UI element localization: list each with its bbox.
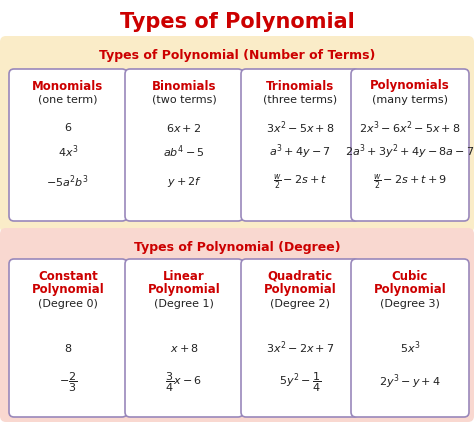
Text: $4x^3$: $4x^3$	[58, 144, 78, 160]
Text: Trinomials: Trinomials	[266, 80, 334, 92]
Text: $\frac{w}{2}-2s+t$: $\frac{w}{2}-2s+t$	[273, 173, 328, 192]
Text: Types of Polynomial: Types of Polynomial	[119, 12, 355, 32]
Text: (two terms): (two terms)	[152, 95, 216, 105]
Text: (Degree 2): (Degree 2)	[270, 299, 330, 309]
Text: $-\dfrac{2}{3}$: $-\dfrac{2}{3}$	[59, 370, 77, 394]
Text: $6x+2$: $6x+2$	[166, 122, 201, 134]
Text: Monomials: Monomials	[32, 80, 104, 92]
FancyBboxPatch shape	[125, 259, 243, 417]
Text: $3x^2-5x+8$: $3x^2-5x+8$	[265, 120, 334, 136]
FancyBboxPatch shape	[125, 69, 243, 221]
Text: $\frac{w}{2}-2s+t+9$: $\frac{w}{2}-2s+t+9$	[373, 173, 447, 192]
Text: $x+8$: $x+8$	[170, 342, 199, 354]
Text: $\dfrac{3}{4}x-6$: $\dfrac{3}{4}x-6$	[165, 370, 202, 394]
Text: $2x^3-6x^2-5x+8$: $2x^3-6x^2-5x+8$	[359, 120, 461, 136]
FancyBboxPatch shape	[0, 228, 474, 422]
Text: $2a^3+3y^2+4y-8a-7$: $2a^3+3y^2+4y-8a-7$	[346, 143, 474, 161]
Text: (one term): (one term)	[38, 95, 98, 105]
Text: Types of Polynomial (Number of Terms): Types of Polynomial (Number of Terms)	[99, 50, 375, 62]
Text: (Degree 3): (Degree 3)	[380, 299, 440, 309]
Text: Quadratic: Quadratic	[267, 270, 333, 282]
FancyBboxPatch shape	[9, 69, 127, 221]
Text: $5y^2-\dfrac{1}{4}$: $5y^2-\dfrac{1}{4}$	[279, 370, 321, 394]
Text: (three terms): (three terms)	[263, 95, 337, 105]
FancyBboxPatch shape	[241, 259, 359, 417]
Text: Polynomial: Polynomial	[374, 284, 447, 296]
Text: $8$: $8$	[64, 342, 72, 354]
Text: Polynomial: Polynomial	[264, 284, 337, 296]
Text: Types of Polynomial (Degree): Types of Polynomial (Degree)	[134, 242, 340, 254]
Text: 6: 6	[64, 123, 72, 133]
FancyBboxPatch shape	[9, 259, 127, 417]
Text: Polynomials: Polynomials	[370, 80, 450, 92]
FancyBboxPatch shape	[0, 36, 474, 233]
Text: Linear: Linear	[163, 270, 205, 282]
FancyBboxPatch shape	[351, 69, 469, 221]
FancyBboxPatch shape	[351, 259, 469, 417]
Text: $a^3+4y-7$: $a^3+4y-7$	[269, 143, 331, 161]
Text: (Degree 0): (Degree 0)	[38, 299, 98, 309]
Text: Polynomial: Polynomial	[32, 284, 104, 296]
Text: Polynomial: Polynomial	[147, 284, 220, 296]
Text: $ab^4-5$: $ab^4-5$	[163, 144, 205, 160]
Text: Cubic: Cubic	[392, 270, 428, 282]
Text: Constant: Constant	[38, 270, 98, 282]
Text: (many terms): (many terms)	[372, 95, 448, 105]
Text: $y+2f$: $y+2f$	[166, 175, 201, 189]
Text: $3x^2-2x+7$: $3x^2-2x+7$	[266, 340, 334, 356]
Text: (Degree 1): (Degree 1)	[154, 299, 214, 309]
Text: $2y^3-y+4$: $2y^3-y+4$	[379, 373, 441, 391]
Text: Binomials: Binomials	[152, 80, 216, 92]
Text: $-5a^2b^3$: $-5a^2b^3$	[46, 174, 90, 190]
Text: $5x^3$: $5x^3$	[400, 340, 420, 356]
FancyBboxPatch shape	[241, 69, 359, 221]
